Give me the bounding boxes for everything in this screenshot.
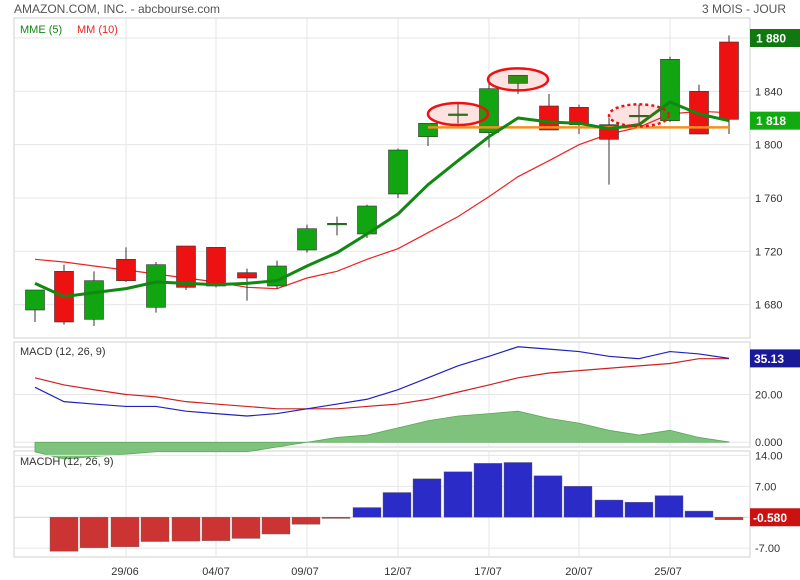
candle-up <box>508 75 528 84</box>
macdh-bar-positive <box>382 492 412 518</box>
macd-panel-title: MACD (12, 26, 9) <box>20 346 106 358</box>
highlight-ellipse <box>426 101 490 127</box>
macd-axis-tick-label: 0.000 <box>755 437 783 449</box>
macdh-bar-negative <box>171 517 201 542</box>
macdh-bar-negative <box>321 517 351 519</box>
macd-line <box>34 346 730 417</box>
mme-value-badge-bg <box>750 111 800 130</box>
x-axis-tick-label: 17/07 <box>474 566 502 578</box>
macdh-bar-negative <box>140 517 170 542</box>
candle-up <box>25 289 45 311</box>
macdh-axis-tick-label: -7.00 <box>755 543 780 555</box>
macdh-bar-positive <box>443 471 473 518</box>
macdh-bar-positive <box>533 475 563 518</box>
macdh-bar-positive <box>503 462 533 518</box>
chart-title: AMAZON.COM, INC. - abcbourse.com <box>14 2 221 16</box>
macdh-bar-positive <box>563 486 593 518</box>
macdh-value-badge-bg <box>750 508 800 527</box>
candle-down <box>116 259 136 281</box>
candle-down <box>237 272 257 279</box>
macdh-bar-positive <box>412 478 442 518</box>
candle-up <box>146 264 166 308</box>
candle-up <box>418 123 438 137</box>
price-axis-tick-label: 1 720 <box>755 246 783 258</box>
macdh-bar-negative <box>49 517 79 552</box>
chart-period: 3 MOIS - JOUR <box>701 2 786 16</box>
macdh-bar-negative <box>714 517 744 521</box>
x-axis-tick-label: 25/07 <box>654 566 682 578</box>
price-axis-tick-label: 1 800 <box>755 140 783 152</box>
macd-value-badge-bg <box>750 349 800 368</box>
candle-up <box>84 280 104 320</box>
legend-mme: MME (5) <box>20 24 62 36</box>
macdh-bar-positive <box>352 507 382 518</box>
candle-down <box>176 245 196 288</box>
macdh-value-badge: -0.580 <box>753 511 787 525</box>
macdh-axis-tick-label: 14.00 <box>755 450 783 462</box>
macdh-bar-positive <box>624 502 654 518</box>
mme-value-badge: 1 818 <box>756 114 786 128</box>
macdh-bar-negative <box>79 517 109 548</box>
legend-mm: MM (10) <box>77 24 118 36</box>
candle-down <box>539 105 559 131</box>
candle-up <box>479 88 499 133</box>
macdh-bar-negative <box>110 517 140 548</box>
last-close-badge-bg <box>750 29 800 47</box>
x-axis-tick-label: 29/06 <box>111 566 139 578</box>
macdh-bar-positive <box>594 499 624 518</box>
macdh-bar-positive <box>684 510 714 518</box>
x-axis-tick-label: 20/07 <box>565 566 593 578</box>
candle-down <box>206 247 226 287</box>
macdh-panel-title: MACDH (12, 26, 9) <box>20 456 114 468</box>
candle-down <box>719 41 739 120</box>
price-panel <box>13 17 751 339</box>
candle-up <box>327 223 347 226</box>
highlight-ellipse <box>607 103 671 128</box>
highlight-ellipse <box>486 67 550 92</box>
macdh-bar-negative <box>261 517 291 535</box>
macdh-axis-tick-label: 7.00 <box>755 481 776 493</box>
macd-value-badge: 35.13 <box>754 352 784 366</box>
macdh-bar-positive <box>654 495 684 518</box>
macdh-bar-negative <box>231 517 261 539</box>
macd-axis-tick-label: 20.00 <box>755 390 783 402</box>
macdh-bar-positive <box>473 463 503 518</box>
last-close-badge: 1 880 <box>756 32 786 46</box>
candle-up <box>448 113 468 116</box>
mme5-line <box>34 100 730 299</box>
macdh-bar-negative <box>201 517 231 541</box>
price-axis-tick-label: 1 680 <box>755 300 783 312</box>
candle-up <box>297 228 317 251</box>
macd-histogram-area <box>34 410 730 460</box>
x-axis-tick-label: 04/07 <box>202 566 230 578</box>
candle-up <box>388 149 408 195</box>
x-axis-tick-label: 09/07 <box>291 566 319 578</box>
macd-signal-line <box>34 358 729 410</box>
x-axis-tick-label: 12/07 <box>384 566 412 578</box>
price-axis-tick-label: 1 840 <box>755 86 783 98</box>
macdh-bar-negative <box>291 517 321 525</box>
price-axis-tick-label: 1 760 <box>755 193 783 205</box>
